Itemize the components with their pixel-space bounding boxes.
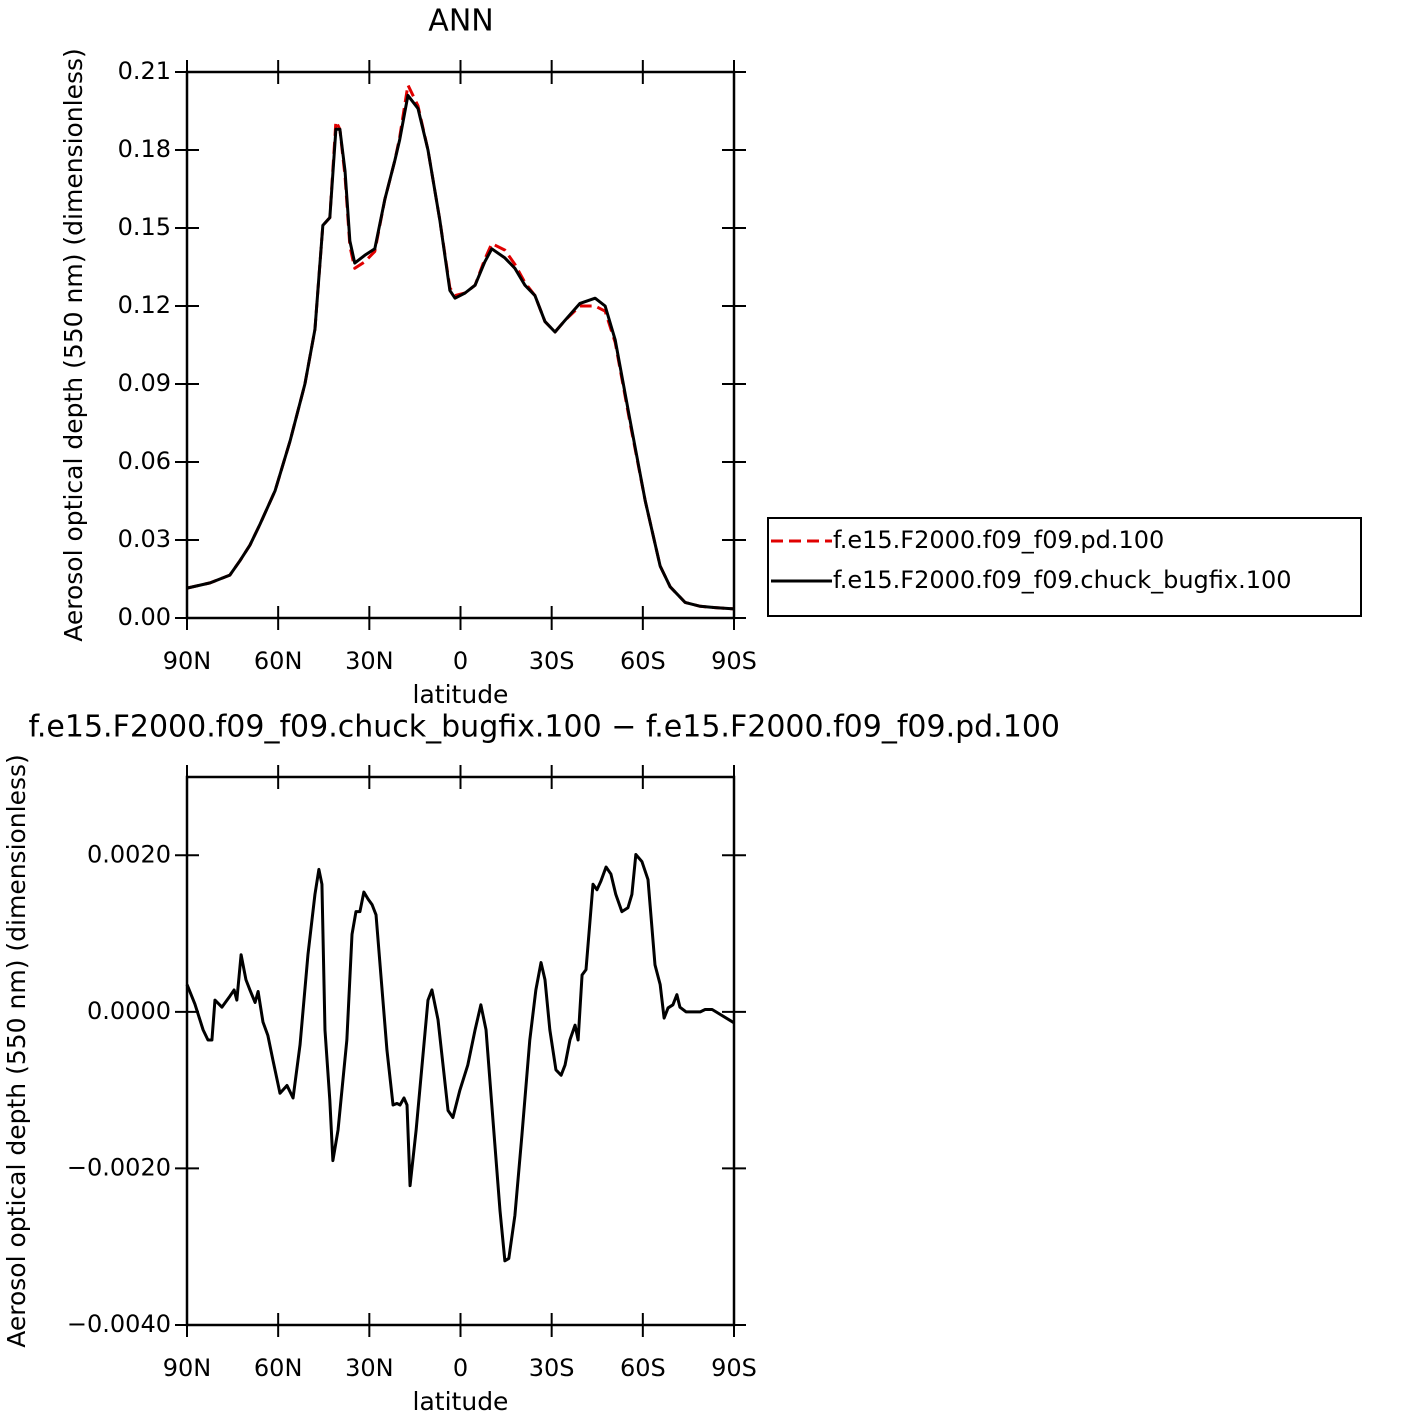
x-tick-label: 30S [529,647,575,675]
data-line [185,853,735,1263]
data-line [186,93,735,611]
chart-title: ANN [428,4,493,39]
y-tick-label: 0.12 [118,291,171,319]
x-tick-label: 60S [620,1354,666,1382]
y-tick-label: 0.09 [118,369,171,397]
y-axis-label: Aerosol optical depth (550 nm) (dimensio… [2,754,31,1348]
x-tick-label: 90S [711,1354,757,1382]
x-axis-label: latitude [413,1387,509,1416]
plot-frame [185,775,736,1327]
y-tick-label: −0.0020 [67,1153,171,1181]
x-tick-label: 90N [163,647,212,675]
y-tick-label: −0.0040 [67,1310,171,1338]
y-tick-label: 0.06 [118,447,171,475]
y-axis-label: Aerosol optical depth (550 nm) (dimensio… [59,48,88,642]
y-tick-label: 0.0000 [87,997,171,1025]
x-tick-label: 30N [345,647,394,675]
y-tick-label: 0.21 [118,57,171,85]
y-tick-label: 0.0020 [87,840,171,868]
plot-frame [185,70,736,620]
y-tick-label: 0.03 [118,525,171,553]
chart-title: f.e15.F2000.f09_f09.chuck_bugfix.100 − f… [29,710,1060,745]
x-tick-label: 60N [254,1354,303,1382]
x-tick-label: 30S [529,1354,575,1382]
y-tick-label: 0.18 [118,135,171,163]
y-tick-label: 0.15 [118,213,171,241]
y-tick-label: 0.00 [118,603,171,631]
x-tick-label: 60N [254,647,303,675]
x-tick-label: 60S [620,647,666,675]
x-tick-label: 0 [453,647,468,675]
x-tick-label: 90N [163,1354,212,1382]
x-tick-label: 0 [453,1354,468,1382]
legend-box [767,517,1362,617]
x-axis-label: latitude [413,680,509,709]
legend-label: f.e15.F2000.f09_f09.chuck_bugfix.100 [833,566,1292,594]
legend-label: f.e15.F2000.f09_f09.pd.100 [833,526,1164,554]
x-tick-label: 30N [345,1354,394,1382]
x-tick-label: 90S [711,647,757,675]
